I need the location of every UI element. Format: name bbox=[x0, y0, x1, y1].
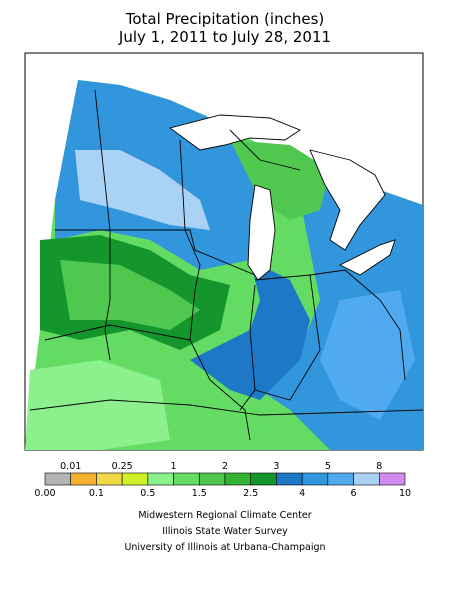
state-line bbox=[29, 399, 424, 416]
lake-erie bbox=[338, 239, 396, 276]
legend-label: 0.25 bbox=[112, 461, 133, 472]
legend: 0.00 0.01 0.1 0.25 0.5 1 1.5 2 2.5 3 4 5 6 8 10 bbox=[34, 461, 411, 499]
legend-label: 1 bbox=[171, 461, 177, 472]
legend-swatch bbox=[70, 472, 97, 486]
legend-label: 10 bbox=[399, 488, 411, 499]
subtitle: July 1, 2011 to July 28, 2011 bbox=[118, 28, 331, 46]
legend-label: 3 bbox=[273, 461, 279, 472]
state-line bbox=[229, 129, 301, 171]
legend-swatch bbox=[121, 472, 149, 486]
title: Total Precipitation (inches) bbox=[125, 10, 325, 28]
legend-label: 0.01 bbox=[60, 461, 81, 472]
region-lightblue-east bbox=[320, 290, 415, 420]
legend-label: 8 bbox=[376, 461, 382, 472]
legend-label: 1.5 bbox=[192, 488, 207, 499]
legend-swatch bbox=[44, 472, 72, 486]
legend-label: 0.00 bbox=[34, 488, 55, 499]
lake-michigan bbox=[247, 184, 276, 281]
legend-swatch bbox=[327, 472, 354, 486]
legend-label: 5 bbox=[325, 461, 331, 472]
lake-huron bbox=[309, 149, 386, 251]
legend-swatch bbox=[378, 472, 406, 486]
region-lightgreen-sw bbox=[25, 360, 170, 450]
state-line bbox=[94, 89, 111, 361]
state-line bbox=[239, 284, 256, 411]
state-line bbox=[179, 139, 251, 441]
credit: Midwestern Regional Climate Center bbox=[138, 510, 311, 521]
legend-swatch bbox=[224, 472, 252, 486]
legend-swatch bbox=[173, 472, 200, 486]
legend-swatch bbox=[96, 472, 123, 486]
legend-label: 2.5 bbox=[243, 488, 258, 499]
region-green-mi bbox=[230, 140, 330, 220]
legend-swatch bbox=[147, 472, 174, 486]
region-green-mid bbox=[60, 260, 200, 330]
state-line bbox=[55, 229, 256, 276]
legend-label: 0.1 bbox=[89, 488, 104, 499]
legend-label: 0.5 bbox=[140, 488, 155, 499]
state-line bbox=[44, 324, 191, 341]
legend-swatch bbox=[276, 472, 303, 486]
state-line bbox=[309, 269, 406, 381]
legend-swatch bbox=[353, 472, 380, 486]
legend-label: 6 bbox=[351, 488, 357, 499]
legend-swatch bbox=[198, 472, 226, 486]
region-lightblue-north bbox=[75, 150, 210, 230]
lake-superior bbox=[168, 114, 301, 151]
legend-label: 4 bbox=[299, 488, 305, 499]
legend-swatch bbox=[250, 472, 277, 486]
state-line bbox=[254, 274, 321, 401]
legend-swatch bbox=[301, 472, 329, 486]
credit: Illinois State Water Survey bbox=[162, 526, 288, 537]
legend-label: 2 bbox=[222, 461, 228, 472]
credit: University of Illinois at Urbana-Champai… bbox=[124, 542, 325, 553]
map bbox=[24, 52, 424, 451]
